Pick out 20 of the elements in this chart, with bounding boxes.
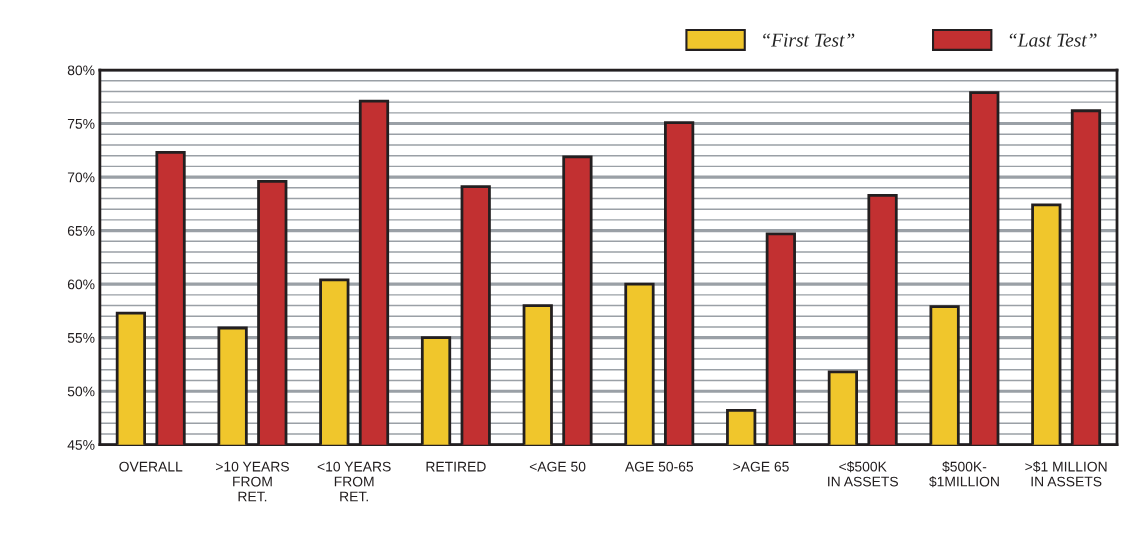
y-tick-label: 65% (67, 225, 95, 236)
legend-label: “Last Test” (1009, 33, 1097, 47)
y-tick-label: 80% (67, 65, 95, 76)
legend-label: “First Test” (763, 33, 855, 47)
x-tick-label: <10 YEARS FROM RET. (317, 461, 391, 502)
x-tick-label: RETIRED (426, 461, 486, 472)
y-tick-label: 50% (67, 386, 95, 397)
x-tick-label: AGE 50-65 (624, 461, 694, 472)
y-tick-label: 75% (67, 118, 95, 129)
x-tick-label: <$500K IN ASSETS (828, 461, 898, 487)
y-tick-label: 45% (67, 440, 95, 450)
y-tick-label: 60% (67, 279, 95, 290)
x-tick-label: >$1 MILLION IN ASSETS (1025, 461, 1107, 487)
y-tick-label: 55% (67, 333, 95, 343)
x-tick-label: OVERALL (119, 461, 183, 472)
x-tick-label: >10 YEARS FROM RET. (216, 461, 289, 502)
x-tick-label: <AGE 50 (529, 461, 586, 472)
y-tick-label: 70% (67, 172, 95, 183)
x-tick-label: $500K- $1MILLION (929, 461, 999, 488)
x-tick-label: >AGE 65 (733, 461, 789, 472)
